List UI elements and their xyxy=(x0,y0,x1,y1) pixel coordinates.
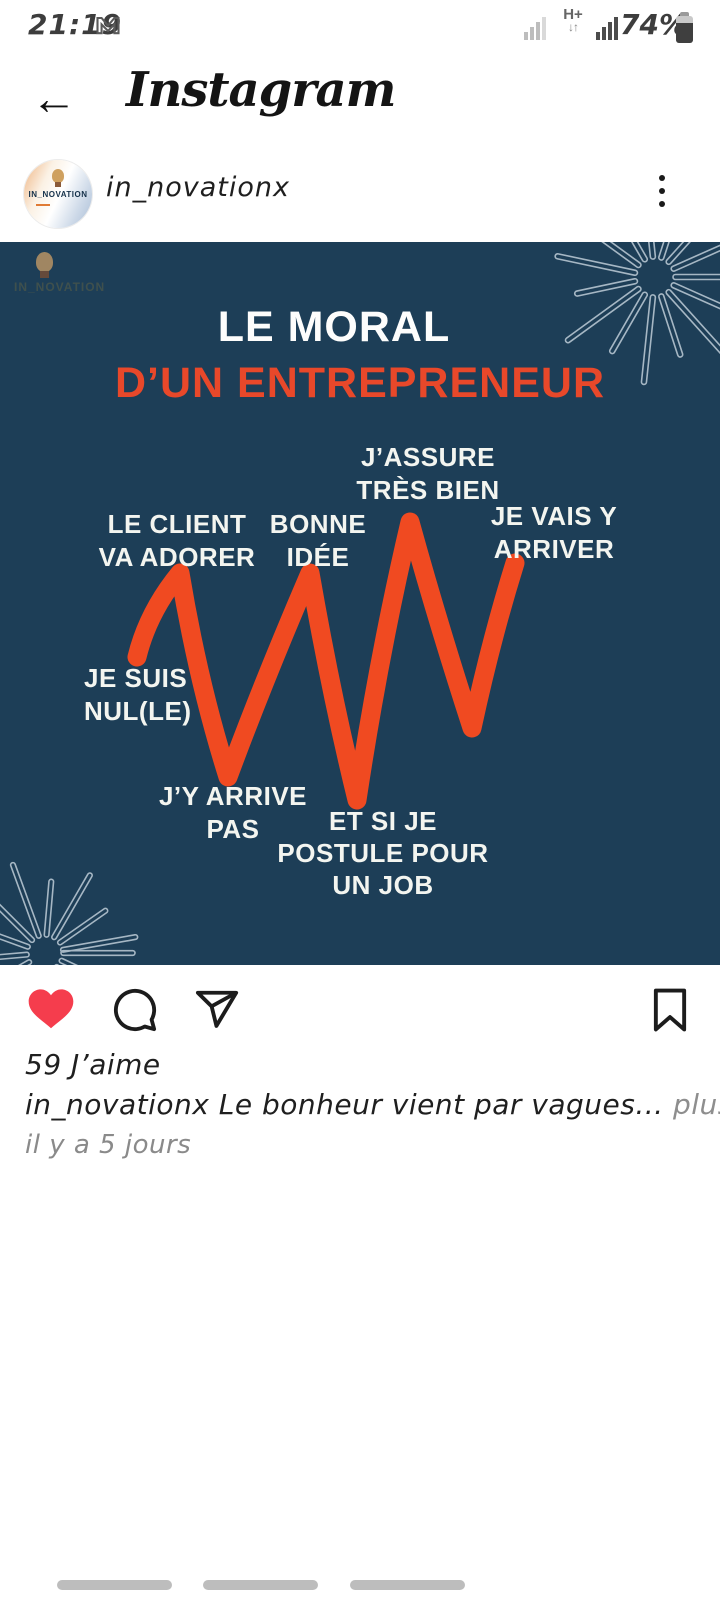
wave-label-je-vais-y-arriver: JE VAIS Y ARRIVER xyxy=(490,501,618,564)
post-username[interactable]: in_novationx xyxy=(106,172,290,203)
signal-bars-sim1-icon xyxy=(524,16,550,45)
share-send-icon[interactable] xyxy=(194,987,240,1033)
data-arrows-icon: ↓↑ xyxy=(568,20,579,34)
poster-title-line2: D’UN ENTREPRENEUR xyxy=(114,359,606,407)
nav-hint-back[interactable] xyxy=(350,1580,465,1590)
post-header: IN_NOVATION in_novationx xyxy=(0,150,720,242)
gmail-notification-icon xyxy=(94,11,122,44)
more-options-icon[interactable] xyxy=(652,168,672,224)
caption-more-button[interactable]: plus xyxy=(672,1088,720,1121)
wave-label-je-suis-nulle: JE SUIS NUL(LE) xyxy=(84,663,192,726)
post-timestamp: il y a 5 jours xyxy=(25,1130,192,1160)
battery-icon xyxy=(676,12,693,43)
like-count[interactable]: 59 J’aime xyxy=(25,1048,161,1081)
wave-label-jy-arrive-pas: J’Y ARRIVE PAS xyxy=(158,781,308,844)
poster-title-line1: LE MORAL xyxy=(217,303,451,351)
caption[interactable]: in_novationx Le bonheur vient par vagues… xyxy=(25,1088,720,1121)
starburst-decoration-top-right xyxy=(554,242,720,386)
instagram-logo: Instagram xyxy=(126,62,396,118)
post-image[interactable]: IN_NOVATION LE MORAL D’UN ENTREPRENEUR J… xyxy=(0,242,720,965)
bookmark-save-icon[interactable] xyxy=(648,987,694,1033)
signal-bars-sim2-icon xyxy=(596,16,622,45)
back-arrow-icon[interactable]: ← xyxy=(31,72,77,124)
lightbulb-logo-icon xyxy=(52,169,64,187)
caption-username[interactable]: in_novationx xyxy=(25,1088,210,1121)
battery-percent: 74% xyxy=(620,8,688,41)
lightbulb-watermark-icon xyxy=(36,252,53,278)
brand-watermark: IN_NOVATION xyxy=(12,248,132,308)
mood-wave-line xyxy=(127,512,525,810)
action-bar xyxy=(0,965,720,1045)
wave-label-et-si-je-postule: ET SI JE POSTULE POUR UN JOB xyxy=(277,806,489,900)
avatar[interactable]: IN_NOVATION xyxy=(24,160,92,228)
wave-label-bonne-idee: BONNE IDÉE xyxy=(269,509,367,572)
wave-label-le-client: LE CLIENT VA ADORER xyxy=(98,509,256,572)
wave-label-jassure: J’ASSURE TRÈS BIEN xyxy=(356,442,500,505)
clock: 21:19 xyxy=(28,8,123,41)
app-header: ← Instagram xyxy=(0,56,720,150)
nav-hint-recents[interactable] xyxy=(57,1580,172,1590)
like-heart-icon[interactable] xyxy=(28,987,74,1033)
starburst-decoration-bottom-left xyxy=(0,861,139,965)
caption-text: Le bonheur vient par vagues... xyxy=(209,1088,664,1121)
status-bar: 21:19 H+ ↓↑ 74% xyxy=(0,0,720,56)
network-type-indicator: H+ ↓↑ xyxy=(556,7,590,34)
nav-hint-home[interactable] xyxy=(203,1580,318,1590)
comment-icon[interactable] xyxy=(112,987,158,1033)
